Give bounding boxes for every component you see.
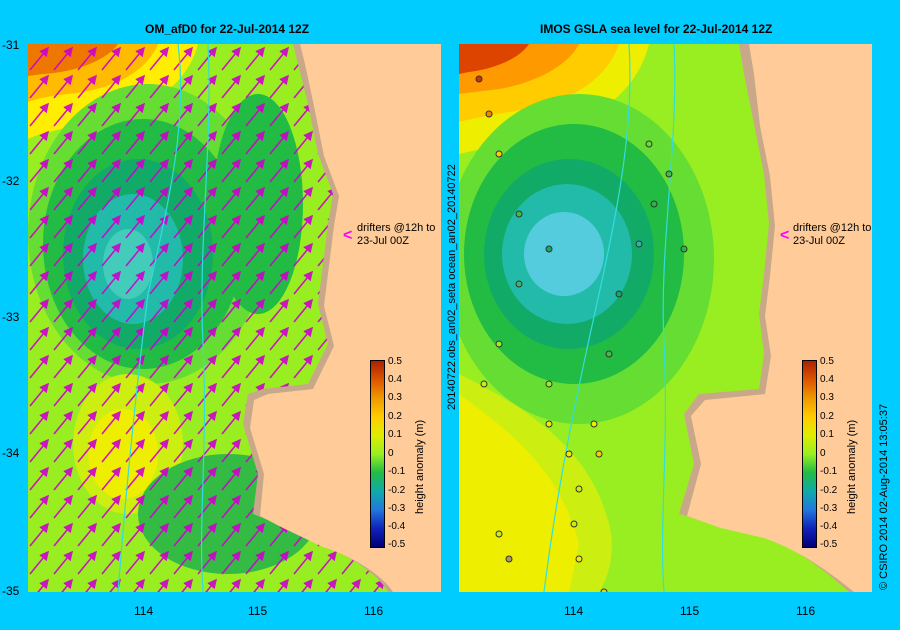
colorbar-title: height anomaly (m) bbox=[414, 419, 426, 514]
drifter-note-line1: drifters @12h to bbox=[793, 222, 872, 234]
colorbar-label: 0.1 bbox=[820, 429, 834, 440]
colorbar-label: -0.5 bbox=[820, 539, 838, 550]
colorbar-label: 0.3 bbox=[388, 392, 402, 403]
svg-text:<: < bbox=[780, 227, 789, 244]
drifter-note: drifters @12h to 23-Jul 00Z bbox=[357, 222, 435, 248]
x-tick: 116 bbox=[796, 604, 816, 618]
drifter-note-line2: 23-Jul 00Z bbox=[793, 235, 845, 247]
y-tick: -32 bbox=[2, 174, 20, 188]
colorbar-title: height anomaly (m) bbox=[846, 419, 858, 514]
colorbar-label: 0.1 bbox=[388, 429, 402, 440]
colorbar-label: 0.5 bbox=[820, 356, 834, 367]
colorbar-label: -0.4 bbox=[388, 521, 406, 532]
svg-text:<: < bbox=[343, 227, 352, 244]
source-label: 20140722.obs_an02_seta ocean_an02_201407… bbox=[446, 164, 458, 410]
colorbar-label: 0 bbox=[388, 448, 394, 459]
colorbar-label: 0.3 bbox=[820, 392, 834, 403]
x-tick: 115 bbox=[680, 604, 700, 618]
colorbar-label: -0.1 bbox=[820, 466, 838, 477]
x-tick: 114 bbox=[134, 604, 154, 618]
y-tick: -35 bbox=[2, 584, 20, 598]
drifter-note-line1: drifters @12h to bbox=[357, 222, 436, 234]
y-tick: -33 bbox=[2, 310, 20, 324]
colorbar-label: 0.4 bbox=[820, 374, 834, 385]
colorbar-label: -0.2 bbox=[388, 485, 406, 496]
right-colorbar bbox=[802, 360, 817, 548]
credit-label: © CSIRO 2014 02-Aug-2014 13:05:37 bbox=[878, 403, 890, 590]
left-colorbar bbox=[370, 360, 385, 548]
y-tick: -34 bbox=[2, 446, 20, 460]
colorbar-label: 0.2 bbox=[820, 411, 834, 422]
right-map-panel: < bbox=[459, 44, 872, 592]
colorbar-label: 0.5 bbox=[388, 356, 402, 367]
x-tick: 114 bbox=[564, 604, 584, 618]
colorbar-label: -0.4 bbox=[820, 521, 838, 532]
colorbar-label: -0.1 bbox=[388, 466, 406, 477]
drifter-note-right: drifters @12h to 23-Jul 00Z bbox=[793, 222, 871, 248]
right-map-svg: < bbox=[459, 44, 872, 592]
left-panel-title: OM_afD0 for 22-Jul-2014 12Z bbox=[145, 22, 310, 36]
x-tick: 116 bbox=[364, 604, 384, 618]
colorbar-label: -0.3 bbox=[820, 503, 838, 514]
drifter-note-line2: 23-Jul 00Z bbox=[357, 235, 409, 247]
colorbar-label: 0 bbox=[820, 448, 826, 459]
colorbar-label: -0.5 bbox=[388, 539, 406, 550]
right-panel-title: IMOS GSLA sea level for 22-Jul-2014 12Z bbox=[540, 22, 773, 36]
colorbar-label: -0.3 bbox=[388, 503, 406, 514]
colorbar-label: -0.2 bbox=[820, 485, 838, 496]
colorbar-label: 0.2 bbox=[388, 411, 402, 422]
colorbar-label: 0.4 bbox=[388, 374, 402, 385]
x-tick: 115 bbox=[248, 604, 268, 618]
y-tick: -31 bbox=[2, 38, 20, 52]
